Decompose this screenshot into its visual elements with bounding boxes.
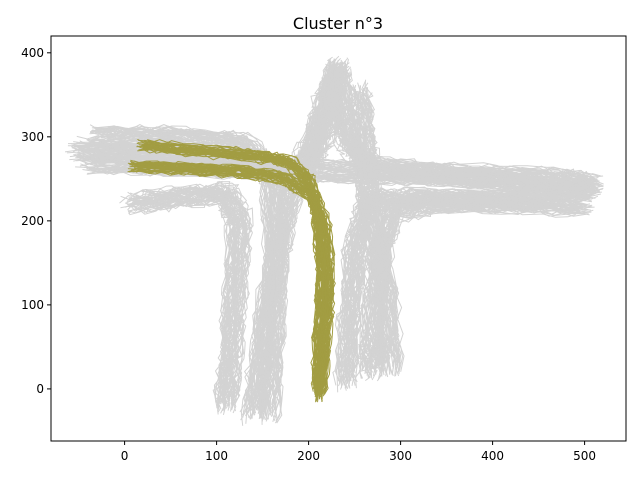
y-tick-label: 400 [21, 46, 44, 60]
background-trajectory-line [374, 197, 591, 382]
background-trajectory-line [370, 195, 586, 378]
background-trajectory-line [126, 195, 233, 409]
background-trajectory-line [93, 126, 273, 407]
background-trajectory-line [347, 86, 387, 366]
background-trajectory-line [369, 195, 588, 377]
background-trajectory-line [372, 191, 589, 375]
x-tick-label: 400 [481, 449, 504, 463]
plot-frame [50, 35, 627, 442]
background-trajectory-line [349, 84, 391, 363]
x-tick-label: 200 [297, 449, 320, 463]
background-trajectory-line [95, 125, 279, 406]
background-trajectory-line [128, 195, 237, 410]
background-trajectory-line [348, 98, 385, 376]
x-axis: 0 100 200 300 400 500 [121, 441, 596, 463]
background-trajectory-line [119, 187, 233, 403]
background-trajectory-line [332, 198, 576, 386]
chart-title: Cluster n°3 [293, 14, 383, 33]
background-trajectory-line [357, 92, 396, 375]
background-trajectory-line [120, 187, 235, 402]
background-trajectories [64, 55, 604, 426]
background-trajectory-line [131, 188, 238, 405]
background-trajectory-line [349, 93, 386, 371]
y-tick-label: 100 [21, 298, 44, 312]
x-tick-label: 300 [389, 449, 412, 463]
y-tick-label: 200 [21, 214, 44, 228]
y-tick-label: 0 [36, 382, 44, 396]
y-axis: 0 100 200 300 400 [21, 46, 51, 396]
background-trajectory-line [127, 180, 235, 398]
background-trajectory-line [131, 195, 239, 412]
cluster-trajectory-line [136, 163, 332, 396]
background-trajectory-line [351, 89, 390, 365]
cluster-trajectory-line [130, 163, 325, 397]
background-trajectory-line [361, 86, 399, 368]
cluster-trajectory-line [141, 144, 322, 390]
background-trajectory-line [120, 195, 231, 408]
background-trajectory-line [375, 194, 596, 379]
x-tick-label: 500 [573, 449, 596, 463]
background-trajectory-line [127, 197, 235, 413]
background-trajectory-line [99, 140, 279, 420]
background-trajectory-line [369, 193, 588, 373]
background-trajectory-line [128, 195, 240, 412]
cluster-trajectories [127, 138, 336, 403]
background-trajectory-line [357, 91, 396, 367]
cluster-trajectory-line [133, 160, 331, 393]
background-trajectory-line [142, 187, 250, 402]
background-trajectory-line [352, 84, 389, 359]
y-tick-label: 300 [21, 130, 44, 144]
background-trajectory-line [142, 187, 249, 405]
background-trajectory-line [376, 196, 596, 380]
cluster-trajectory-line [129, 163, 327, 396]
x-tick-label: 0 [121, 449, 129, 463]
background-trajectory-line [370, 191, 584, 373]
background-trajectory-line [366, 195, 587, 377]
x-tick-label: 100 [205, 449, 228, 463]
